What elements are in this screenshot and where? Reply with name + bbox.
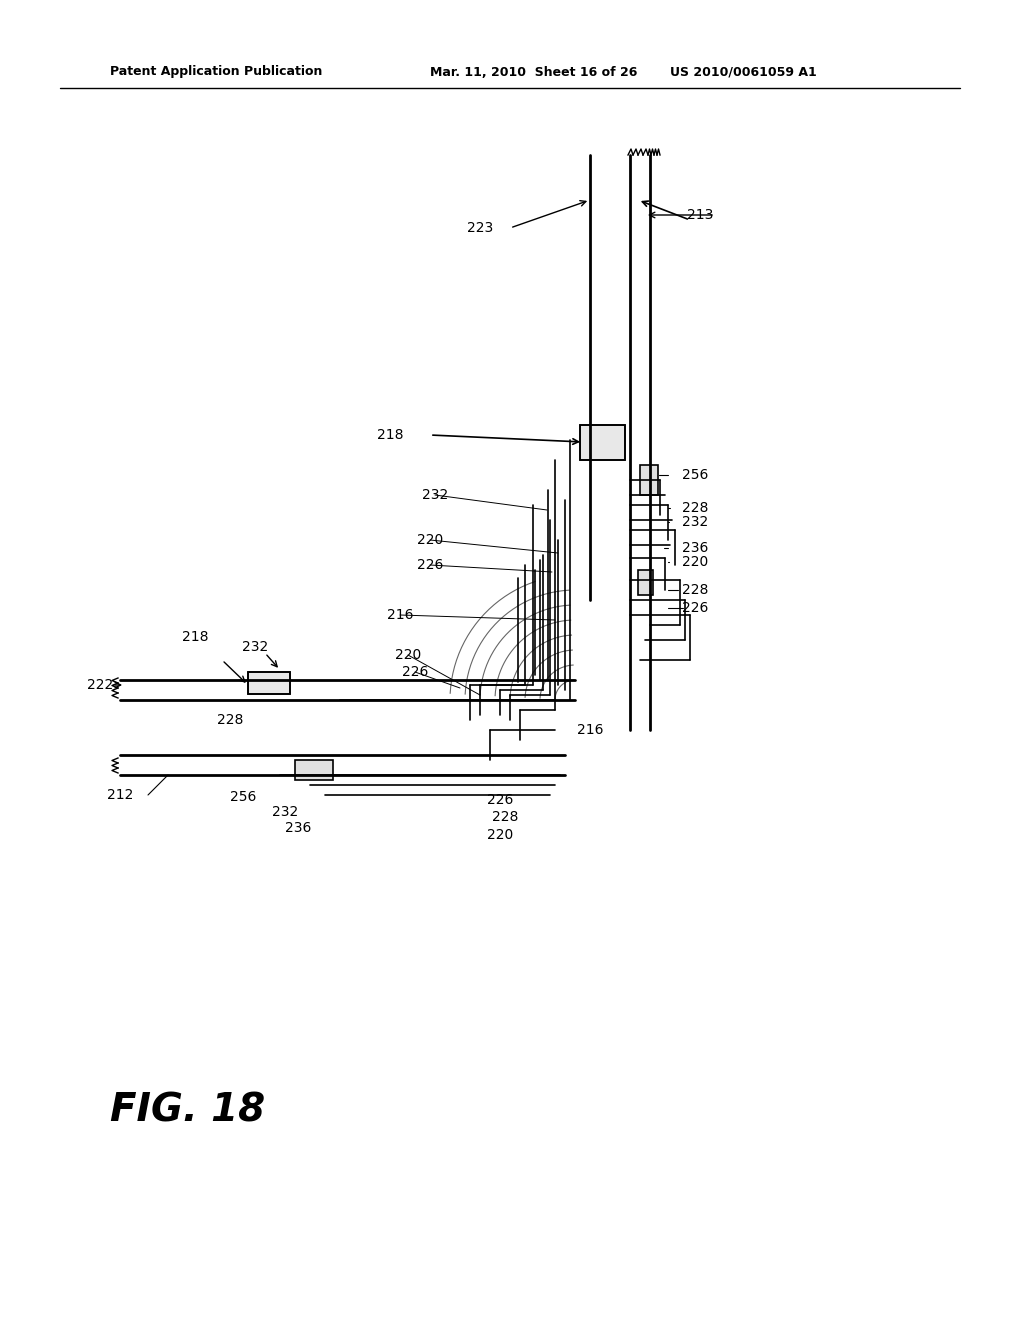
Text: 218: 218 — [377, 428, 403, 442]
Text: 226: 226 — [682, 601, 709, 615]
Text: 212: 212 — [106, 788, 133, 803]
Text: 226: 226 — [401, 665, 428, 678]
Text: 220: 220 — [682, 554, 709, 569]
Text: FIG. 18: FIG. 18 — [110, 1092, 265, 1129]
Text: 218: 218 — [181, 630, 208, 644]
Text: 232: 232 — [682, 515, 709, 529]
Text: 220: 220 — [395, 648, 421, 663]
Text: 232: 232 — [272, 805, 298, 818]
Bar — [295, 760, 333, 780]
Text: 223: 223 — [467, 220, 494, 235]
Text: 228: 228 — [682, 502, 709, 515]
Text: 228: 228 — [682, 583, 709, 597]
Text: 228: 228 — [492, 810, 518, 824]
Text: 226: 226 — [417, 558, 443, 572]
Text: 228: 228 — [217, 713, 243, 727]
Text: 216: 216 — [387, 609, 414, 622]
Bar — [580, 425, 625, 459]
Text: 256: 256 — [682, 469, 709, 482]
Text: 220: 220 — [417, 533, 443, 546]
Text: 232: 232 — [242, 640, 268, 653]
Text: 232: 232 — [422, 488, 449, 502]
Text: 256: 256 — [229, 789, 256, 804]
Bar — [640, 465, 658, 495]
Bar — [580, 425, 625, 459]
Text: Mar. 11, 2010  Sheet 16 of 26: Mar. 11, 2010 Sheet 16 of 26 — [430, 66, 637, 78]
Text: 213: 213 — [687, 209, 713, 222]
Bar — [638, 570, 653, 595]
Text: 220: 220 — [486, 828, 513, 842]
Text: US 2010/0061059 A1: US 2010/0061059 A1 — [670, 66, 817, 78]
Text: Patent Application Publication: Patent Application Publication — [110, 66, 323, 78]
Text: 226: 226 — [486, 793, 513, 807]
Text: 236: 236 — [682, 541, 709, 554]
Bar — [248, 672, 290, 694]
Text: 222: 222 — [87, 678, 113, 692]
Text: 216: 216 — [577, 723, 603, 737]
Text: 236: 236 — [285, 821, 311, 836]
Bar — [248, 672, 290, 694]
